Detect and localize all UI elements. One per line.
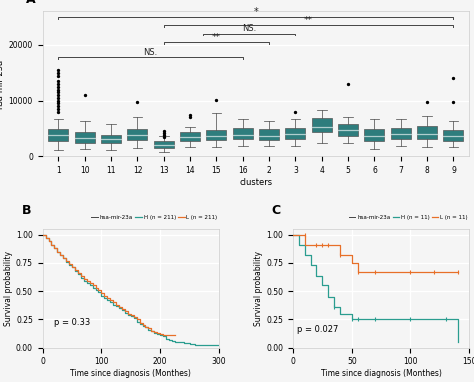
Y-axis label: hsa-mir-23a: hsa-mir-23a [0, 59, 5, 109]
Text: NS.: NS. [144, 48, 158, 57]
Bar [154, 141, 174, 148]
Bar [365, 129, 384, 141]
Text: B: B [21, 204, 31, 217]
Text: **: ** [304, 16, 313, 25]
Bar [207, 130, 227, 140]
Text: p = 0.33: p = 0.33 [55, 318, 91, 327]
Bar [444, 130, 464, 141]
X-axis label: clusters: clusters [239, 178, 273, 187]
Text: NS.: NS. [242, 24, 256, 34]
Legend: hsa-mir-23a, H (n = 211), L (n = 211): hsa-mir-23a, H (n = 211), L (n = 211) [89, 213, 219, 222]
Text: C: C [272, 204, 281, 217]
Text: *: * [254, 7, 258, 17]
Y-axis label: Survival probability: Survival probability [4, 251, 13, 326]
Bar [285, 128, 305, 139]
Bar [75, 132, 95, 142]
Legend: hsa-mir-23a, H (n = 11), L (n = 11): hsa-mir-23a, H (n = 11), L (n = 11) [346, 213, 470, 222]
Bar [101, 135, 121, 143]
Text: p = 0.027: p = 0.027 [297, 325, 338, 334]
Text: **: ** [212, 33, 221, 42]
Bar [417, 126, 437, 139]
Y-axis label: Survival probability: Survival probability [255, 251, 264, 326]
Bar [312, 118, 332, 132]
Bar [48, 129, 68, 141]
Text: A: A [26, 0, 35, 6]
Bar [259, 129, 279, 140]
Bar [338, 123, 358, 136]
Bar [391, 128, 411, 139]
Bar [233, 128, 253, 139]
Bar [128, 129, 147, 140]
Bar [180, 132, 200, 141]
X-axis label: Time since diagnosis (Monthes): Time since diagnosis (Monthes) [321, 369, 442, 378]
X-axis label: Time since diagnosis (Monthes): Time since diagnosis (Monthes) [70, 369, 191, 378]
